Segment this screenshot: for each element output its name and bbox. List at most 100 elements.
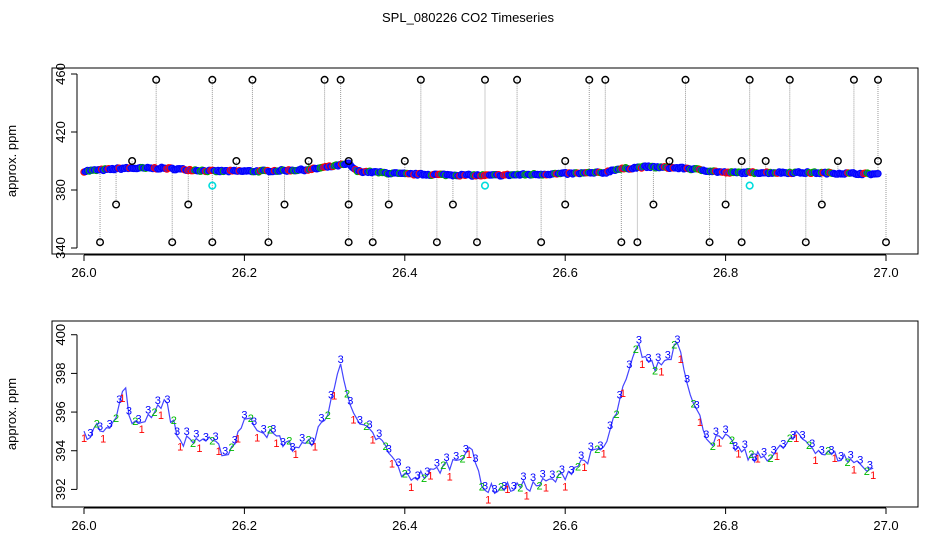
- series-marker-3: 3: [588, 441, 594, 453]
- series-marker-3: 3: [549, 469, 555, 481]
- outlier-point: [344, 156, 353, 165]
- series-marker-1: 1: [658, 367, 664, 379]
- outlier-point: [665, 156, 674, 165]
- series-marker-2: 2: [132, 416, 138, 428]
- series-marker-1: 1: [774, 451, 780, 463]
- series-marker-1: 1: [293, 449, 299, 461]
- outlier-point: [737, 156, 746, 165]
- outlier-point: [152, 75, 161, 84]
- series-marker-3: 3: [97, 421, 103, 433]
- series-marker-2: 2: [864, 466, 870, 478]
- series-marker-1: 1: [504, 484, 510, 496]
- outlier-point: [617, 238, 626, 247]
- top-y-axis-label: approx. ppm: [4, 125, 19, 197]
- top-y-axis: 340 380 420 460: [53, 63, 78, 259]
- outlier-point: [873, 75, 882, 84]
- series-marker-3: 3: [694, 400, 700, 412]
- series-marker-2: 2: [613, 409, 619, 421]
- outlier-point: [601, 75, 610, 84]
- outlier-point: [184, 200, 193, 209]
- series-marker-3: 3: [742, 439, 748, 451]
- series-marker-3: 3: [338, 354, 344, 366]
- y-tick-label: 460: [53, 63, 68, 85]
- top-data-marks: [80, 75, 891, 247]
- x-tick-label: 26.0: [71, 265, 96, 280]
- series-marker-3: 3: [87, 428, 93, 440]
- series-marker-2: 2: [536, 480, 542, 492]
- bottom-x-axis: 26.0 26.2 26.4 26.6 26.8 27.0: [71, 507, 899, 533]
- series-marker-3: 3: [463, 443, 469, 455]
- series-marker-3: 3: [376, 428, 382, 440]
- outlier-point: [882, 238, 891, 247]
- top-plot-frame: [51, 67, 919, 255]
- series-marker-3: 3: [212, 431, 218, 443]
- series-marker-3: 3: [723, 424, 729, 436]
- series-marker-1: 1: [639, 359, 645, 371]
- series-marker-3: 3: [636, 334, 642, 346]
- y-tick-label: 420: [53, 121, 68, 143]
- series-marker-1: 1: [485, 494, 491, 506]
- outlier-point: [368, 238, 377, 247]
- series-marker-3: 3: [193, 429, 199, 441]
- top-panel: 26.0 26.2 26.4 26.6 26.8 27.0 340 380 420 460 ap…: [4, 63, 919, 280]
- outlier-point: [344, 200, 353, 209]
- x-tick-label: 26.4: [392, 518, 417, 533]
- series-marker-3: 3: [366, 419, 372, 431]
- series-marker-2: 2: [440, 460, 446, 472]
- series-marker-2: 2: [152, 407, 158, 419]
- series-marker-3: 3: [867, 459, 873, 471]
- outlier-point: [745, 75, 754, 84]
- x-tick-label: 26.8: [713, 265, 738, 280]
- series-marker-3: 3: [241, 409, 247, 421]
- series-marker-1: 1: [447, 471, 453, 483]
- series-marker-3: 3: [569, 465, 575, 477]
- outlier-point: [649, 200, 658, 209]
- series-marker-3: 3: [309, 436, 315, 448]
- series-marker-3: 3: [665, 350, 671, 362]
- outlier-point: [513, 75, 522, 84]
- outlier-point: [705, 238, 714, 247]
- series-marker-2: 2: [633, 344, 639, 356]
- outlier-point: [785, 75, 794, 84]
- series-marker-3: 3: [617, 390, 623, 402]
- outlier-point: [304, 156, 313, 165]
- series-marker-2: 2: [594, 444, 600, 456]
- series-marker-3: 3: [280, 437, 286, 449]
- series-marker-1: 1: [543, 483, 549, 495]
- series-marker-2: 2: [363, 421, 369, 433]
- outlier-point: [208, 238, 217, 247]
- series-marker-3: 3: [492, 483, 498, 495]
- series-marker-3: 3: [684, 373, 690, 385]
- series-marker-2: 2: [113, 413, 119, 425]
- series-marker-1: 1: [562, 481, 568, 493]
- series-marker-2: 2: [229, 442, 235, 454]
- y-tick-label: 380: [53, 179, 68, 201]
- series-marker-1: 1: [601, 449, 607, 461]
- series-marker-1: 1: [697, 417, 703, 429]
- series-marker-1: 1: [273, 438, 279, 450]
- outlier-point: [432, 238, 441, 247]
- series-marker-1: 1: [620, 388, 626, 400]
- series-marker-3: 3: [155, 395, 161, 407]
- y-tick-label: 394: [53, 440, 68, 462]
- series-marker-1: 1: [408, 482, 414, 494]
- top-x-axis: 26.0 26.2 26.4 26.6 26.8 27.0: [71, 254, 899, 280]
- series-marker-2: 2: [690, 399, 696, 411]
- series-marker-1: 1: [524, 490, 530, 502]
- series-marker-1: 1: [312, 442, 318, 454]
- series-marker-1: 1: [216, 446, 222, 458]
- y-tick-label: 400: [53, 324, 68, 346]
- series-marker-2: 2: [787, 433, 793, 445]
- outlier-point: [481, 75, 490, 84]
- series-marker-1: 1: [832, 453, 838, 465]
- series-marker-1: 1: [100, 433, 106, 445]
- series-marker-3: 3: [328, 389, 334, 401]
- series-marker-3: 3: [184, 426, 190, 438]
- series-marker-1: 1: [851, 464, 857, 476]
- series-marker-1: 1: [81, 433, 87, 445]
- series-marker-2: 2: [171, 415, 177, 427]
- series-marker-1: 1: [139, 424, 145, 436]
- x-tick-label: 26.2: [232, 265, 257, 280]
- series-marker-3: 3: [289, 441, 295, 453]
